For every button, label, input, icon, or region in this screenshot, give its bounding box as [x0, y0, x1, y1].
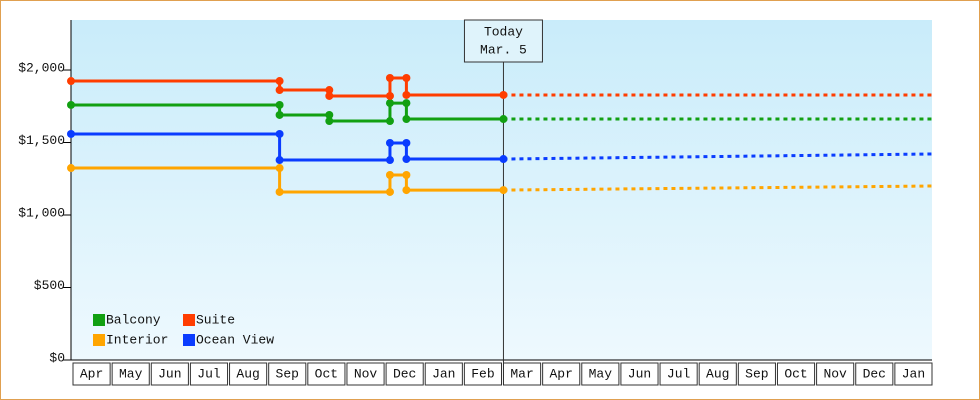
legend-swatch	[93, 314, 105, 326]
legend-swatch	[93, 334, 105, 346]
month-box	[855, 362, 894, 386]
x-tick-label: Nov	[354, 366, 378, 381]
price-point	[275, 86, 284, 95]
x-tick-label: Sep	[745, 366, 768, 381]
month-box	[463, 362, 503, 386]
x-tick-label: Jul	[667, 366, 691, 381]
today-box	[463, 19, 543, 63]
price-point	[402, 186, 411, 195]
y-tick-label: $1,500	[18, 133, 65, 148]
price-point	[325, 117, 334, 126]
price-point	[402, 115, 411, 124]
month-box	[424, 362, 463, 386]
month-box	[816, 362, 855, 386]
price-point	[402, 155, 411, 164]
today-date: Mar. 5	[480, 42, 527, 57]
legend-label: Ocean View	[196, 332, 274, 347]
price-point	[402, 99, 411, 108]
price-point	[325, 110, 334, 119]
x-tick-label: Jul	[197, 366, 221, 381]
price-point	[385, 117, 394, 126]
x-tick-label: Nov	[823, 366, 847, 381]
x-tick-label: Jan	[902, 366, 925, 381]
today-label: Today	[484, 24, 523, 39]
legend-label: Interior	[106, 332, 168, 347]
month-box	[620, 362, 659, 386]
price-point	[385, 138, 394, 147]
price-point	[275, 77, 284, 86]
legend-label: Suite	[196, 312, 235, 327]
month-box	[894, 362, 933, 386]
price-point	[275, 129, 284, 138]
price-point	[402, 170, 411, 179]
price-point	[67, 100, 75, 109]
x-tick-label: Jun	[628, 366, 651, 381]
x-tick-label: Jan	[432, 366, 455, 381]
legend-label: Balcony	[106, 312, 161, 327]
price-point	[402, 73, 411, 82]
price-point	[67, 77, 75, 86]
month-box	[268, 362, 307, 386]
legend-swatch	[183, 314, 195, 326]
price-point	[385, 73, 394, 82]
price-line	[71, 101, 504, 123]
price-point	[275, 187, 284, 196]
month-box	[72, 362, 111, 386]
y-tick-label: $2,000	[18, 60, 65, 75]
x-tick-label: Aug	[236, 366, 259, 381]
month-box	[659, 362, 698, 386]
month-box	[150, 362, 189, 386]
price-point	[385, 170, 394, 179]
x-tick-label: Feb	[471, 366, 494, 381]
price-point	[499, 90, 508, 99]
price-point	[67, 164, 75, 173]
price-point	[402, 138, 411, 147]
month-box	[346, 362, 385, 386]
x-tick-label: Apr	[80, 366, 103, 381]
x-tick-label: Sep	[276, 366, 299, 381]
month-box	[307, 362, 346, 386]
price-point	[325, 91, 334, 100]
price-point	[275, 164, 284, 173]
x-tick-label: Jun	[158, 366, 181, 381]
month-box	[111, 362, 150, 386]
price-point	[499, 186, 508, 195]
month-box	[229, 362, 268, 386]
y-tick-label: $0	[49, 350, 65, 365]
month-box	[698, 362, 737, 386]
price-point	[402, 90, 411, 99]
price-point	[499, 155, 508, 164]
price-point	[385, 91, 394, 100]
price-point	[499, 115, 508, 124]
x-tick-label: Oct	[315, 366, 338, 381]
x-tick-label: May	[119, 366, 143, 381]
legend-swatch	[183, 334, 195, 346]
price-point	[275, 110, 284, 119]
x-tick-label: Dec	[863, 366, 886, 381]
price-point	[275, 156, 284, 165]
month-box	[737, 362, 776, 386]
x-tick-label: Apr	[550, 366, 573, 381]
month-box	[385, 362, 424, 386]
month-box	[189, 362, 229, 386]
price-point	[325, 86, 334, 95]
price-point	[67, 129, 75, 138]
y-tick-label: $1,000	[18, 205, 65, 220]
x-tick-label: Oct	[784, 366, 807, 381]
price-point	[385, 187, 394, 196]
price-line	[71, 76, 504, 98]
month-box	[776, 362, 816, 386]
month-box	[581, 362, 620, 386]
x-tick-label: Dec	[393, 366, 416, 381]
price-point	[275, 100, 284, 109]
price-point	[385, 99, 394, 108]
x-tick-label: Mar	[510, 366, 533, 381]
price-point	[385, 156, 394, 165]
month-box	[542, 362, 581, 386]
y-tick-label: $500	[34, 278, 65, 293]
x-tick-label: Aug	[706, 366, 729, 381]
x-tick-label: May	[589, 366, 613, 381]
